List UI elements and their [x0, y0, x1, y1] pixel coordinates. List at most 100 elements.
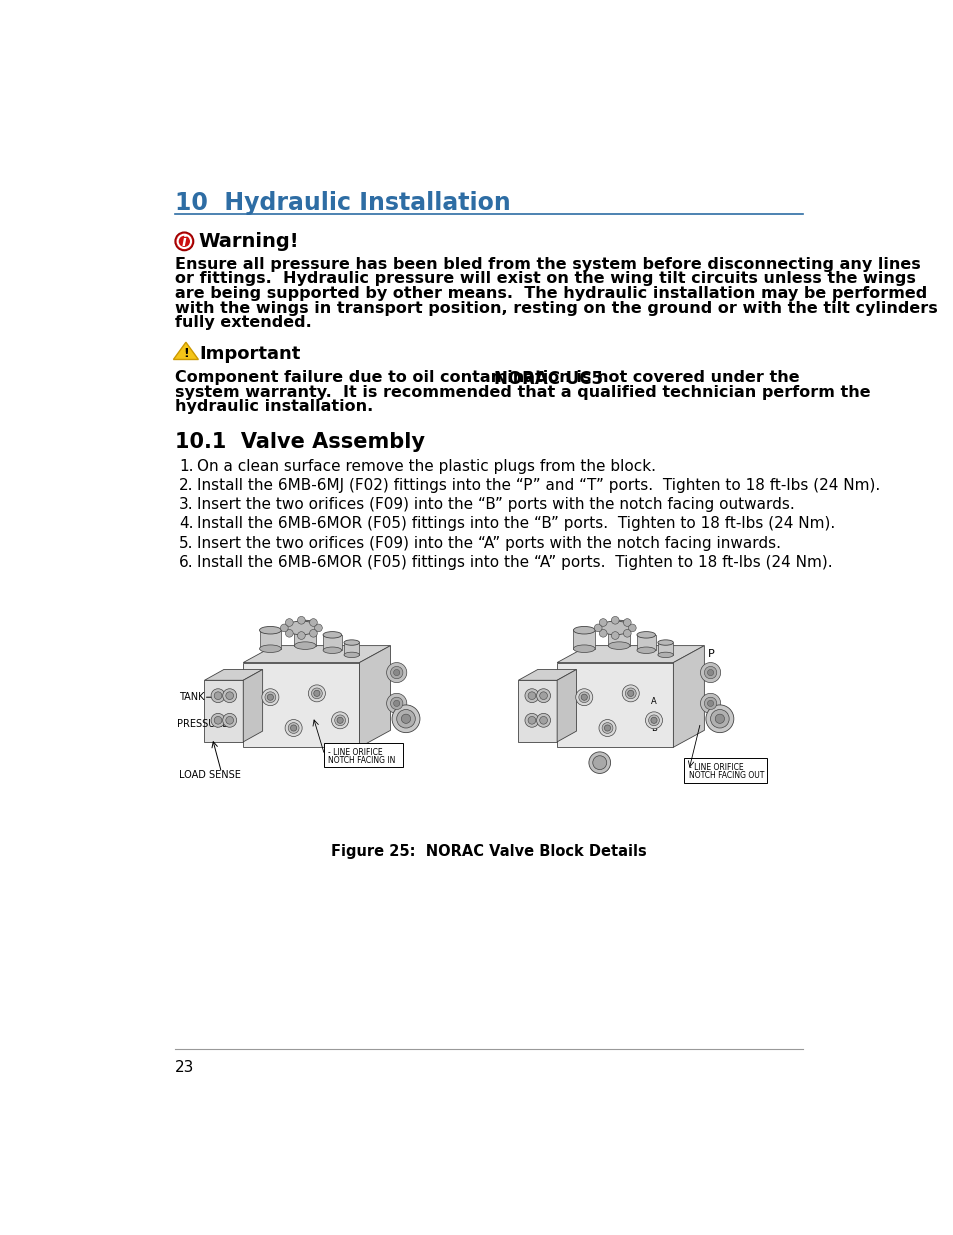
Text: 2.: 2. [179, 478, 193, 493]
Text: !: ! [183, 347, 189, 361]
Polygon shape [259, 630, 281, 648]
Circle shape [710, 710, 728, 727]
Polygon shape [294, 624, 315, 646]
Circle shape [314, 624, 322, 632]
Circle shape [308, 685, 325, 701]
Polygon shape [323, 635, 341, 651]
Circle shape [214, 716, 222, 724]
Circle shape [285, 619, 293, 626]
Polygon shape [557, 662, 673, 747]
Circle shape [601, 722, 612, 734]
Text: hydraulic installation.: hydraulic installation. [174, 399, 373, 414]
Circle shape [578, 692, 589, 703]
Circle shape [611, 631, 618, 640]
Circle shape [297, 616, 305, 624]
Circle shape [336, 718, 343, 724]
Circle shape [401, 714, 410, 724]
Ellipse shape [259, 645, 281, 652]
Circle shape [222, 689, 236, 703]
Circle shape [703, 667, 716, 679]
Text: are being supported by other means.  The hydraulic installation may be performed: are being supported by other means. The … [174, 287, 926, 301]
Circle shape [628, 624, 636, 632]
Polygon shape [673, 646, 703, 747]
Circle shape [528, 716, 536, 724]
Text: 1.: 1. [179, 458, 193, 473]
Text: 10.1  Valve Assembly: 10.1 Valve Assembly [174, 432, 425, 452]
Circle shape [598, 720, 616, 736]
Circle shape [392, 705, 419, 732]
Polygon shape [517, 680, 557, 742]
Text: 6.: 6. [179, 555, 193, 569]
Circle shape [707, 700, 713, 706]
Circle shape [703, 698, 716, 710]
Circle shape [598, 630, 606, 637]
Text: system warranty.  It is recommended that a qualified technician perform the: system warranty. It is recommended that … [174, 384, 870, 400]
Circle shape [285, 630, 293, 637]
Text: or fittings.  Hydraulic pressure will exist on the wing tilt circuits unless the: or fittings. Hydraulic pressure will exi… [174, 272, 915, 287]
Text: TANK: TANK [179, 692, 204, 703]
Polygon shape [344, 642, 359, 655]
Circle shape [314, 690, 319, 697]
Circle shape [261, 689, 278, 705]
Circle shape [622, 630, 631, 637]
Circle shape [624, 688, 636, 699]
Circle shape [611, 616, 618, 624]
Circle shape [604, 725, 610, 731]
Polygon shape [517, 669, 576, 680]
Text: - LINE ORIFICE: - LINE ORIFICE [328, 748, 383, 757]
Circle shape [297, 631, 305, 640]
Ellipse shape [599, 621, 630, 635]
Ellipse shape [573, 626, 595, 634]
Ellipse shape [608, 620, 629, 627]
Text: P: P [707, 650, 714, 659]
Text: B: B [650, 724, 657, 732]
Text: Insert the two orifices (F09) into the “A” ports with the notch facing inwards.: Insert the two orifices (F09) into the “… [196, 536, 780, 551]
Circle shape [528, 692, 536, 699]
Circle shape [390, 698, 402, 710]
Ellipse shape [294, 620, 315, 627]
Text: 10  Hydraulic Installation: 10 Hydraulic Installation [174, 190, 510, 215]
Circle shape [645, 711, 661, 729]
Circle shape [622, 619, 631, 626]
Circle shape [174, 232, 193, 251]
Text: Install the 6MB-6MOR (F05) fittings into the “A” ports.  Tighten to 18 ft-lbs (2: Install the 6MB-6MOR (F05) fittings into… [196, 555, 832, 569]
Ellipse shape [294, 642, 315, 650]
Circle shape [309, 619, 317, 626]
Circle shape [394, 700, 399, 706]
Circle shape [177, 235, 191, 248]
Circle shape [265, 692, 275, 703]
Circle shape [627, 690, 633, 697]
Circle shape [390, 667, 402, 679]
Circle shape [715, 714, 723, 724]
Circle shape [650, 718, 657, 724]
Ellipse shape [323, 647, 341, 653]
Polygon shape [557, 669, 576, 742]
Circle shape [285, 720, 302, 736]
Ellipse shape [259, 626, 281, 634]
Circle shape [222, 714, 236, 727]
Polygon shape [173, 342, 198, 359]
Text: 4.: 4. [179, 516, 193, 531]
Polygon shape [204, 669, 262, 680]
Circle shape [524, 689, 538, 703]
Text: with the wings in transport position, resting on the ground or with the tilt cyl: with the wings in transport position, re… [174, 300, 937, 316]
Text: Install the 6MB-6MOR (F05) fittings into the “B” ports.  Tighten to 18 ft-lbs (2: Install the 6MB-6MOR (F05) fittings into… [196, 516, 834, 531]
Circle shape [226, 692, 233, 699]
Text: - LINE ORIFICE: - LINE ORIFICE [688, 763, 742, 772]
Ellipse shape [323, 631, 341, 638]
Circle shape [267, 694, 274, 700]
FancyBboxPatch shape [323, 742, 402, 767]
Circle shape [539, 716, 547, 724]
Circle shape [311, 688, 322, 699]
Text: Figure 25:  NORAC Valve Block Details: Figure 25: NORAC Valve Block Details [331, 844, 646, 858]
Circle shape [700, 693, 720, 714]
Circle shape [211, 714, 225, 727]
Text: Warning!: Warning! [198, 232, 298, 251]
Text: LOAD SENSE: LOAD SENSE [179, 771, 240, 781]
Circle shape [396, 710, 415, 727]
Text: 3.: 3. [179, 496, 193, 513]
Ellipse shape [658, 640, 673, 645]
Polygon shape [243, 669, 262, 742]
Polygon shape [608, 624, 629, 646]
Circle shape [707, 669, 713, 676]
